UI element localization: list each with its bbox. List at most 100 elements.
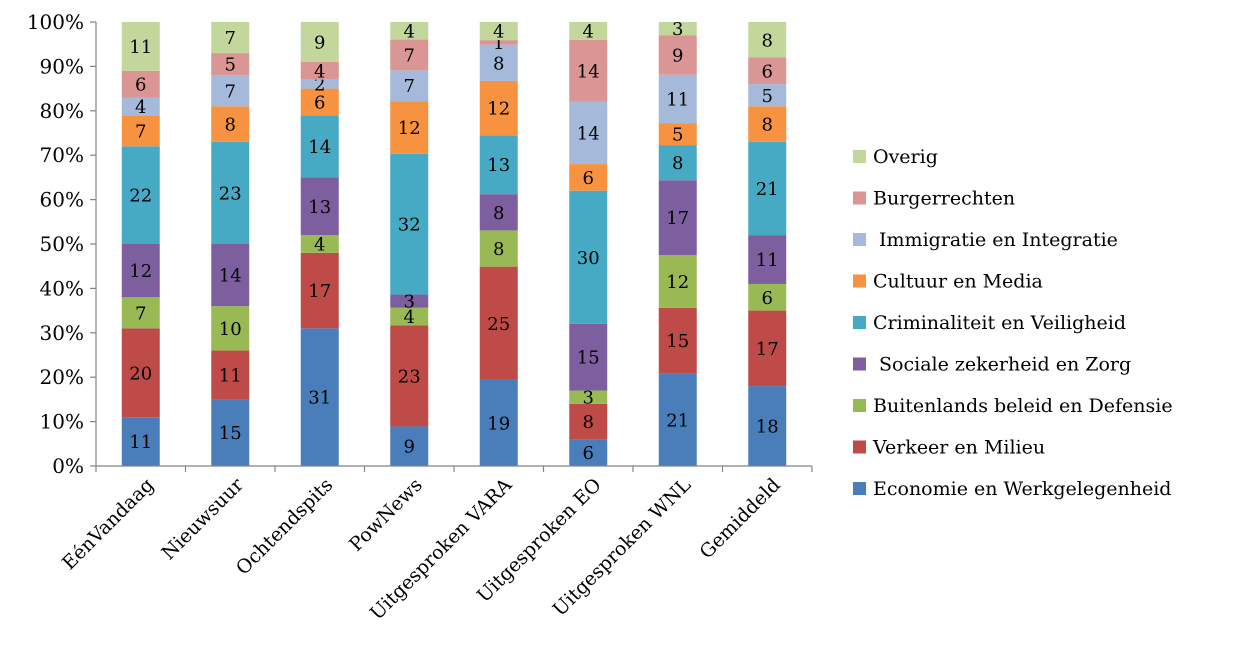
bar-segment	[569, 390, 608, 404]
bar-segment	[121, 70, 160, 98]
bar-segment	[479, 135, 518, 195]
legend-label: Burgerrechten	[873, 188, 1015, 210]
bar-segment	[211, 75, 250, 107]
data-label: 15	[666, 331, 689, 352]
data-label: 23	[219, 183, 242, 204]
bar-segment	[479, 194, 518, 231]
bar-segment	[121, 22, 160, 71]
data-label: 9	[314, 32, 325, 53]
legend-swatch	[853, 274, 866, 288]
bar-segment	[658, 180, 697, 255]
bar-segment	[569, 39, 608, 102]
legend-label: Criminaliteit en Veiligheid	[873, 312, 1126, 334]
bar-segment	[300, 328, 339, 466]
data-label: 4	[493, 22, 504, 43]
x-category-label: Gemiddeld	[695, 474, 784, 563]
bar-segment	[658, 35, 697, 75]
data-label: 3	[404, 292, 415, 313]
bar-segment	[479, 44, 518, 81]
bar-segment	[748, 283, 787, 311]
bar-segment	[390, 22, 429, 40]
bar-segment	[211, 106, 250, 142]
bar-segment	[211, 399, 250, 466]
bar-segment	[300, 22, 339, 62]
x-category-label: EénVandaag	[58, 474, 158, 574]
data-label: 9	[672, 45, 683, 66]
data-label: 9	[404, 437, 415, 458]
bar-segment	[300, 79, 339, 89]
data-label: 23	[398, 366, 421, 387]
data-label: 6	[762, 61, 773, 82]
bar-segment	[748, 57, 787, 85]
bar-segment	[300, 177, 339, 236]
bar-segment	[211, 141, 250, 244]
data-label: 10	[219, 319, 242, 340]
bar-segment	[479, 22, 518, 41]
legend-swatch	[853, 233, 866, 246]
data-label: 14	[577, 61, 600, 82]
data-label: 3	[672, 19, 683, 40]
bar-segment	[748, 141, 787, 236]
bar-segment	[300, 88, 339, 116]
bar-segment	[479, 80, 518, 136]
data-label: 21	[756, 179, 779, 200]
bar-segment	[121, 244, 160, 298]
bar-segment	[569, 101, 608, 165]
data-label: 7	[404, 76, 415, 97]
bar-segment	[569, 323, 608, 391]
bar-segment	[390, 294, 429, 308]
legend-label: Buitenlands beleid en Defensie	[873, 395, 1173, 417]
data-label: 17	[756, 339, 779, 360]
bar-segment	[390, 39, 429, 71]
legend-label: Sociale zekerheid en Zorg	[873, 354, 1131, 376]
data-label: 17	[666, 208, 689, 229]
bar-segment	[300, 252, 339, 329]
y-tick-label: 10%	[40, 410, 84, 434]
legend-label: Overig	[873, 146, 938, 168]
data-label: 14	[308, 137, 331, 158]
data-label: 11	[129, 432, 152, 453]
data-label: 8	[583, 412, 594, 433]
bar-segment	[748, 84, 787, 107]
data-label: 6	[135, 75, 146, 96]
bar-segment	[658, 254, 697, 308]
y-tick-label: 50%	[40, 232, 84, 256]
data-label: 3	[583, 388, 594, 409]
bar-segment	[658, 123, 697, 146]
bar-segment	[658, 307, 697, 374]
data-label: 8	[493, 239, 504, 260]
legend: Overig Burgerrechten Immigratie en Integr…	[853, 146, 1173, 500]
data-label: 2	[314, 75, 325, 96]
bar-segment	[748, 235, 787, 284]
x-category-label: Nieuwsuur	[157, 473, 248, 564]
y-tick-label: 60%	[40, 188, 84, 212]
legend-swatch	[853, 399, 866, 412]
bar-segment	[211, 53, 250, 76]
y-tick-label: 100%	[27, 10, 84, 34]
bar-segment	[121, 417, 160, 466]
bar-segment	[658, 373, 697, 466]
bar-segment	[121, 297, 160, 329]
y-tick-label: 0%	[52, 454, 84, 478]
data-label: 4	[135, 97, 146, 118]
bar-segment	[390, 426, 429, 466]
data-label: 17	[308, 281, 331, 302]
bar-segment	[658, 74, 697, 124]
legend-label: Cultuur en Media	[873, 271, 1043, 293]
data-label: 12	[666, 272, 689, 293]
legend-swatch	[853, 482, 866, 495]
data-label: 6	[583, 168, 594, 189]
data-label: 6	[762, 288, 773, 309]
bar-segment	[748, 22, 787, 58]
data-label: 25	[487, 314, 510, 335]
bar-segment	[479, 230, 518, 267]
bar-segment	[211, 350, 250, 400]
y-tick-label: 30%	[40, 321, 84, 345]
bars: 1120712227461115111014238757311741314624…	[121, 19, 787, 466]
bar-segment	[211, 306, 250, 351]
data-label: 8	[672, 153, 683, 174]
data-label: 12	[398, 118, 421, 139]
legend-label: Verkeer en Milieu	[872, 437, 1045, 459]
